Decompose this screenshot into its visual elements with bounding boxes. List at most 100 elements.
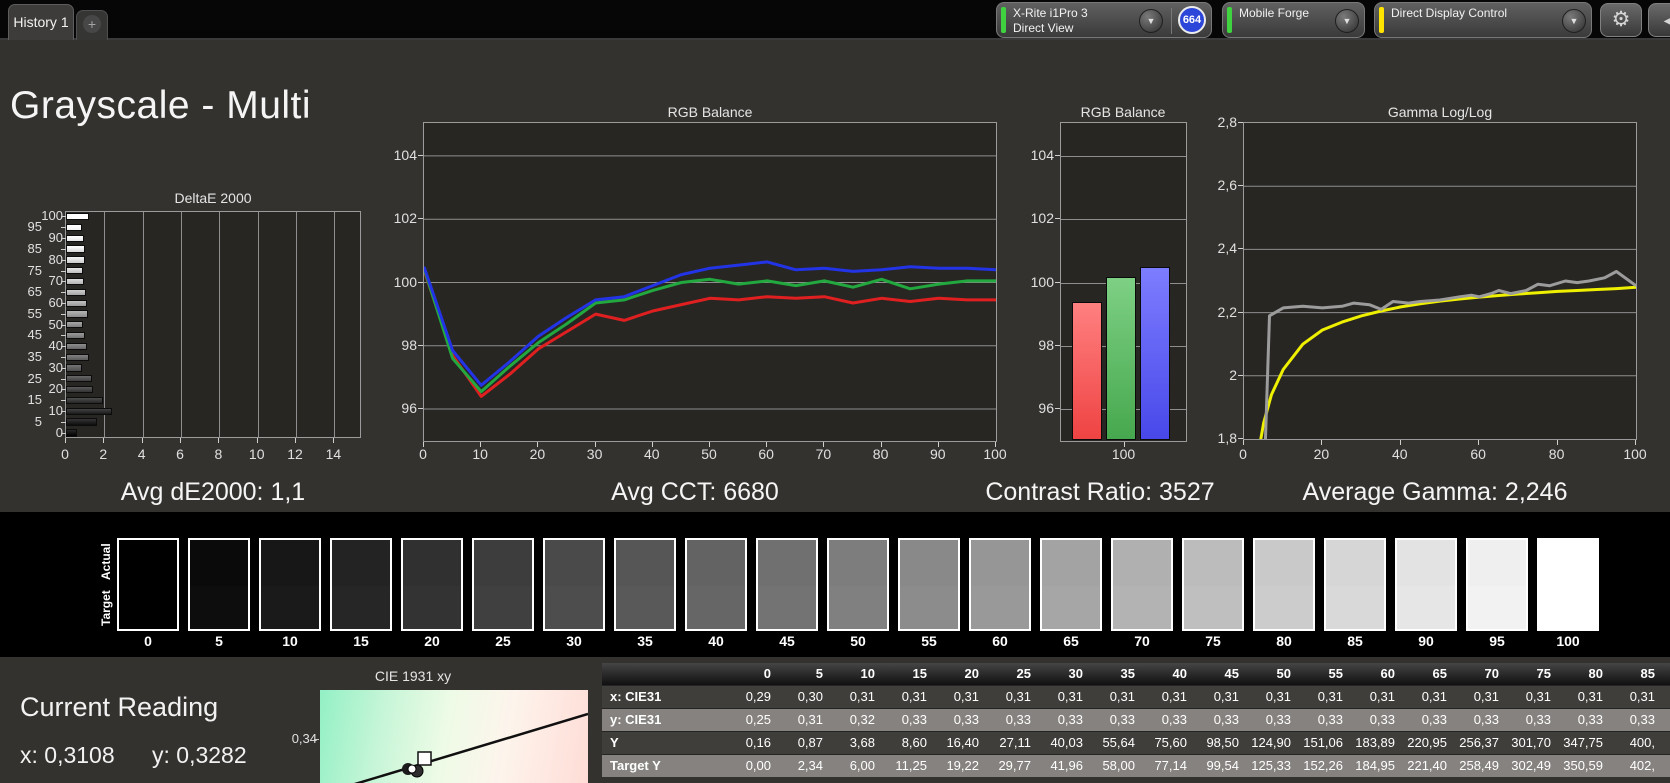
grayscale-swatch [188,538,250,631]
table-cell: 0,87 [797,735,823,750]
chevron-down-icon[interactable]: ▼ [1139,9,1163,33]
gamma-ytick [1238,374,1243,376]
table-cell: 29,77 [998,758,1031,773]
deltae-xtick-label: 10 [248,446,265,462]
table-cell: 183,89 [1355,735,1395,750]
deltae-bar [66,331,86,340]
chevron-down-icon[interactable]: ▼ [1562,9,1586,33]
deltae-ytick [61,411,66,412]
table-cell: 400, [1629,735,1655,750]
table-cell: 0,31 [1369,689,1395,704]
table-row-label: y: CIE31 [610,712,662,727]
table-column-header: 85 [1640,666,1655,681]
swatch-actual-half [190,540,248,587]
current-reading-title: Current Reading [20,692,219,722]
swatch-level-label: 70 [1134,633,1150,649]
swatch-actual-half [971,540,1029,587]
swatch-target-half [900,586,958,629]
rgb-bars-gridline [1061,219,1186,221]
gamma-svg [1244,185,1637,496]
arrow-left-icon: ◀ [1663,12,1670,28]
swatch-target-half [119,586,177,629]
table-column-header: 70 [1484,666,1499,681]
table-cell: 19,22 [946,758,979,773]
rgb-balance-xtick-label: 30 [586,446,603,462]
swatch-target-half [829,586,887,629]
swatch-target-half [190,586,248,629]
swatch-actual-half [616,540,674,587]
table-column-header: 65 [1432,666,1447,681]
deltae-ytick-label: 90 [48,230,63,245]
grayscale-swatch [259,538,321,631]
deltae-bar [66,213,89,221]
swatch-actual-half [332,540,390,587]
settings-button[interactable]: ⚙ [1600,3,1642,37]
swatch-target-half [616,586,674,629]
table-cell: 221,40 [1407,758,1447,773]
table-cell: 0,31 [1109,689,1135,704]
deltae-ytick-label: 65 [27,284,42,300]
divider [1171,8,1172,34]
display-control-label: Direct Display Control [1391,6,1508,20]
rgb-balance-ytick-label: 102 [393,210,417,227]
swatch-level-label: 0 [144,633,152,649]
deltae-ytick-label: 45 [27,327,42,343]
table-cell: 11,25 [895,758,927,773]
chevron-down-icon[interactable]: ▼ [1335,9,1359,33]
table-cell: 0,33 [1421,712,1447,727]
deltae-xtick [180,438,182,443]
meter-dropdown[interactable]: X-Rite i1Pro 3 Direct View ▼ 664 [996,2,1212,38]
swatch-level-label: 80 [1276,633,1292,649]
table-cell: 0,32 [849,712,875,727]
gamma-chart-title: Gamma Log/Log [1387,104,1493,120]
rgb-balance-ytick-label: 104 [393,146,417,163]
rgb-balance-xtick [709,442,710,447]
source-dropdown[interactable]: Mobile Forge ▼ [1222,2,1365,38]
rgb-balance-xtick-label: 80 [872,446,889,462]
tab-history-1[interactable]: History 1 [8,4,74,40]
table-cell: 98,50 [1206,735,1239,750]
swatch-target-half [971,586,1029,629]
add-tab-button[interactable]: + [76,10,108,40]
swatch-target-half [545,586,603,629]
deltae-bar [66,310,88,318]
swatch-level-label: 95 [1489,633,1505,649]
swatch-target-half [1042,586,1100,629]
gamma-ytick [1238,311,1243,313]
rgb-balance-xtick [594,442,596,447]
rgb-bars-xtick [1123,442,1125,447]
grayscale-swatch [1466,538,1528,631]
rgb-balance-ytick-label: 98 [401,336,417,353]
deltae-ytick-label: 55 [27,305,42,321]
table-cell: 0,31 [1265,689,1291,704]
gamma-series-target [1254,285,1637,471]
gamma-ytick-label: 2,8 [1217,114,1237,130]
table-cell: 0,31 [1057,689,1083,704]
deltae-ytick-label: 35 [27,348,42,364]
collapse-panel-button[interactable]: ◀ [1648,3,1670,37]
deltae-ytick-label: 40 [48,338,63,354]
table-cell: 350,59 [1563,758,1603,773]
table-cell: 0,31 [1525,689,1551,704]
swatch-actual-half [1113,540,1171,587]
table-column-header: 50 [1276,666,1291,681]
swatch-level-label: 85 [1347,633,1363,649]
display-control-dropdown[interactable]: Direct Display Control ▼ [1374,2,1592,38]
stat-contrast-ratio: Contrast Ratio: 3527 [985,478,1215,506]
rgb-bars-ytick [1055,218,1060,220]
rgb-balance-ytick-label: 100 [393,273,417,290]
deltae-ytick-label: 15 [27,392,42,408]
swatch-level-label: 60 [992,633,1008,649]
table-cell: 0,33 [1629,712,1655,727]
swatch-level-label: 25 [495,633,511,649]
deltae-ytick [61,292,66,294]
gamma-plot [1243,122,1637,496]
table-cell: 16,40 [946,735,979,750]
gamma-ytick [1238,438,1243,439]
table-cell: 0,33 [1473,712,1499,727]
table-row-label: x: CIE31 [610,689,662,704]
gamma-ytick [1238,185,1243,187]
deltae-gridline [257,212,259,437]
swatch-level-label: 75 [1205,633,1221,649]
deltae-ytick-label: 85 [27,240,42,256]
